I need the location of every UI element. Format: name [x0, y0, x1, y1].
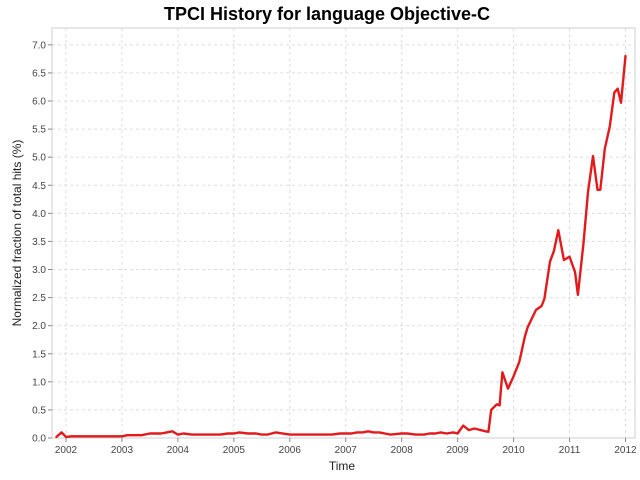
- x-tick-label: 2003: [111, 445, 134, 456]
- y-tick-label: 3.5: [32, 237, 46, 248]
- x-tick-label: 2010: [502, 445, 525, 456]
- x-tick-label: 2005: [223, 445, 246, 456]
- y-tick-label: 6.0: [32, 97, 46, 108]
- x-tick-label: 2004: [167, 445, 190, 456]
- x-tick-label: 2007: [335, 445, 358, 456]
- series-line: [55, 54, 627, 439]
- x-tick-label: 2002: [55, 445, 78, 456]
- y-tick-label: 7.0: [32, 40, 46, 51]
- y-tick-label: 6.5: [32, 68, 46, 79]
- y-tick-label: 5.0: [32, 153, 46, 164]
- x-tick-label: 2012: [614, 445, 637, 456]
- x-tick-label: 2006: [279, 445, 302, 456]
- chart-title: TPCI History for language Objective-C: [164, 4, 490, 24]
- y-tick-label: 1.5: [32, 349, 46, 360]
- grid-lines: [52, 28, 635, 439]
- y-tick-label: 5.5: [32, 125, 46, 136]
- y-tick-label: 4.0: [32, 209, 46, 220]
- x-tick-label: 2009: [447, 445, 470, 456]
- y-tick-label: 4.5: [32, 181, 46, 192]
- y-tick-label: 2.5: [32, 293, 46, 304]
- x-tick-label: 2011: [559, 445, 581, 456]
- series-layer: [55, 54, 627, 439]
- y-tick-label: 2.0: [32, 321, 46, 332]
- x-tick-label: 2008: [391, 445, 414, 456]
- x-axis-label: Time: [329, 459, 356, 473]
- y-axis-label: Normalized fraction of total hits (%): [10, 140, 24, 327]
- axes: 0.0 0.5 1.0 1.5 2.0 2.5 3.0 3.5 4.0 4.5 5.0 5.5 6.0 6…: [32, 40, 637, 456]
- plot-area: [51, 27, 636, 439]
- y-tick-label: 0.5: [32, 405, 46, 416]
- y-tick-label: 0.0: [32, 434, 46, 445]
- y-tick-label: 1.0: [32, 377, 46, 388]
- y-tick-label: 3.0: [32, 265, 46, 276]
